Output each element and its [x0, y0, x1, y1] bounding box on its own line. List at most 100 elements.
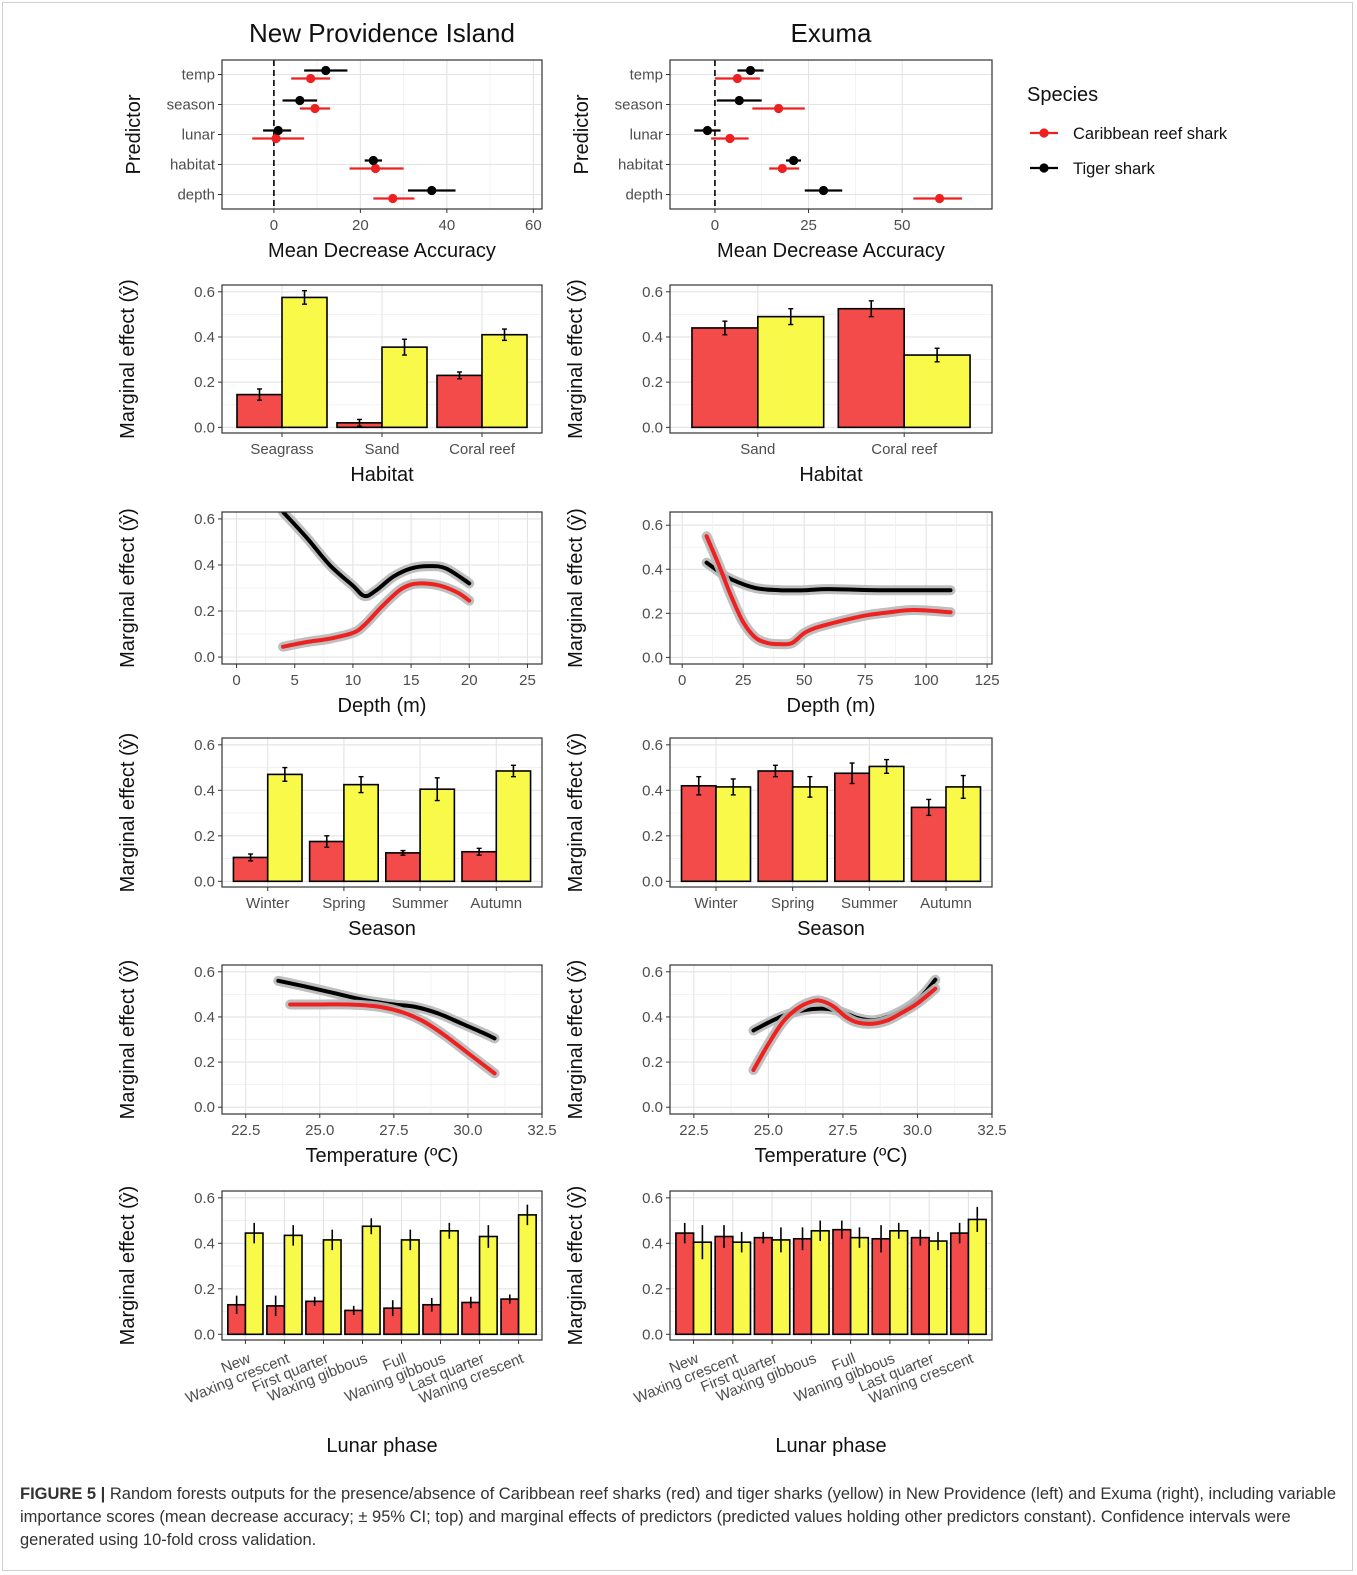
panel-temp_np: 0.0 0.2 0.4 0.6 22.5 25.0 27.5 30.0 32.5 Temperat… — [117, 960, 557, 1167]
y-tick-label-depth: depth — [177, 187, 215, 204]
x-tick-label: 60 — [525, 217, 542, 234]
x-axis-title: Season — [348, 918, 416, 940]
panel-imp_ex: 0 25 50 temp season lunar habitat depth Exuma Mea… — [571, 18, 993, 262]
y-tick-label: 0.2 — [642, 374, 663, 391]
y-axis-title: Marginal effect (ŷ) — [117, 508, 139, 668]
y-tick-label: 0.2 — [194, 603, 215, 620]
y-tick-label: 0.4 — [194, 1009, 215, 1026]
legend-key-point — [1039, 128, 1049, 138]
point-habitat — [777, 163, 787, 174]
bar-seagrass — [281, 296, 328, 429]
y-axis-title: Predictor — [123, 94, 145, 174]
y-axis-title: Marginal effect (ŷ) — [565, 508, 587, 668]
caption-text: Random forests outputs for the presence/… — [20, 1485, 1337, 1549]
x-tick-label: Autumn — [470, 895, 522, 912]
point-habitat — [788, 155, 799, 166]
series-line — [751, 986, 938, 1072]
series-line — [288, 1002, 497, 1076]
y-tick-label: 0.6 — [642, 284, 663, 301]
y-axis-title: Marginal effect (ŷ) — [565, 733, 587, 893]
legend: Species Caribbean reef shark Tiger shark — [1027, 84, 1228, 178]
point-lunar — [702, 125, 713, 136]
x-tick-label: 32.5 — [527, 1122, 556, 1139]
y-tick-label: 0.0 — [194, 1099, 215, 1116]
bar-full — [400, 1239, 420, 1336]
bar-waxing-crescent — [714, 1235, 734, 1336]
y-tick-label: 0.0 — [642, 649, 663, 666]
x-tick-label: 32.5 — [977, 1122, 1006, 1139]
y-axis-title: Marginal effect (ŷ) — [565, 1186, 587, 1346]
y-tick-label: 0.6 — [642, 517, 663, 534]
point-season — [773, 103, 784, 114]
panel-border — [669, 284, 993, 434]
figure-caption: FIGURE 5 | Random forests outputs for th… — [20, 1483, 1340, 1552]
panel-hab_np: 0.0 0.2 0.4 0.6 Seagrass Sand Coral reef Habita… — [117, 279, 543, 486]
x-axis-title: Lunar phase — [775, 1435, 886, 1457]
y-tick-label: 0.2 — [642, 1054, 663, 1071]
bar-coral-reef — [436, 374, 483, 429]
bar-waning-gibbous — [871, 1237, 891, 1336]
y-tick-label: 0.2 — [194, 1054, 215, 1071]
y-tick-label-temp: temp — [630, 67, 663, 84]
panel-temp_ex: 0.0 0.2 0.4 0.6 22.5 25.0 27.5 30.0 32.5 Temperat… — [565, 960, 1007, 1167]
panel-depth_ex: 0.0 0.2 0.4 0.6 0 25 50 75 100 125 Depth (m) Margin… — [565, 508, 1000, 717]
y-tick-label: 0.0 — [194, 1326, 215, 1343]
x-tick-label: 27.5 — [828, 1122, 857, 1139]
bar-spring — [343, 783, 379, 883]
bar-summer — [868, 765, 905, 883]
y-tick-label-lunar: lunar — [182, 127, 215, 144]
y-tick-label: 0.0 — [642, 419, 663, 436]
y-tick-label: 0.4 — [642, 1009, 663, 1026]
bar-full — [849, 1236, 870, 1336]
bar-last-quarter — [478, 1235, 498, 1336]
point-depth — [388, 193, 398, 204]
x-axis-title: Mean Decrease Accuracy — [717, 240, 945, 262]
panel-imp_np: 0 20 40 60 temp season lunar habitat depth New Pr… — [123, 18, 543, 262]
bar-waning-gibbous — [889, 1230, 909, 1336]
bar-first-quarter — [322, 1239, 342, 1336]
x-tick-label: Sand — [364, 441, 399, 458]
bar-coral-reef — [903, 354, 971, 429]
point-temp — [306, 73, 316, 84]
caption-label: FIGURE 5 | — [20, 1485, 106, 1503]
bar-sand — [757, 315, 825, 429]
y-tick-label: 0.0 — [642, 873, 663, 890]
x-tick-label: 50 — [796, 672, 813, 689]
panel-border — [669, 511, 993, 665]
x-axis-title: Habitat — [350, 464, 414, 486]
panel-border — [221, 1190, 543, 1341]
x-tick-label: Winter — [246, 895, 289, 912]
bar-waning-gibbous — [439, 1230, 459, 1336]
panel-border — [669, 1190, 993, 1341]
point-depth — [427, 185, 437, 196]
x-tick-label: 25 — [519, 672, 536, 689]
bar-spring — [757, 770, 794, 883]
y-tick-label: 0.6 — [642, 964, 663, 981]
bar-autumn — [495, 770, 532, 883]
bar-coral-reef — [837, 307, 905, 429]
y-tick-label: 0.6 — [642, 737, 663, 754]
x-tick-label: Summer — [392, 895, 449, 912]
x-axis-title: Season — [797, 918, 865, 940]
panel-hab_ex: 0.0 0.2 0.4 0.6 Sand Coral reef Habitat Margina… — [565, 279, 993, 486]
panel-border — [221, 737, 543, 888]
x-tick-label: 5 — [291, 672, 299, 689]
y-axis-title: Marginal effect (ŷ) — [117, 279, 139, 439]
panel-border — [669, 737, 993, 888]
y-tick-label-habitat: habitat — [170, 157, 216, 174]
y-axis-title: Predictor — [571, 94, 593, 174]
panel-title: Exuma — [791, 18, 872, 48]
panel-border — [669, 59, 993, 210]
y-tick-label: 0.2 — [642, 605, 663, 622]
x-tick-label: Spring — [771, 895, 814, 912]
bar-new — [244, 1232, 264, 1336]
bar-autumn — [945, 786, 982, 883]
point-depth — [818, 185, 829, 196]
x-tick-label: 15 — [403, 672, 420, 689]
panel-border — [221, 284, 543, 434]
series-line — [276, 978, 497, 1041]
bar-coral-reef — [481, 333, 528, 429]
x-axis-title: Temperature (ºC) — [755, 1145, 908, 1167]
